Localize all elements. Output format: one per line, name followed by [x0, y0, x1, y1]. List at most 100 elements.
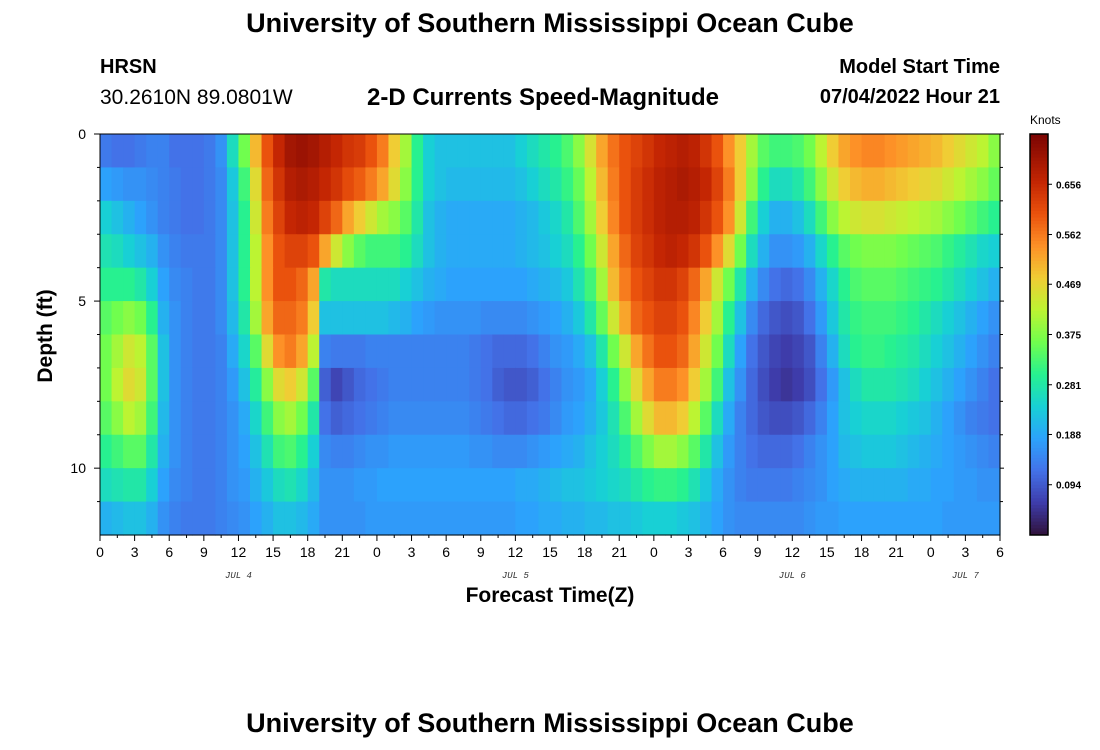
- heatmap-cell: [873, 434, 886, 469]
- colorbar-swatch: [1030, 401, 1048, 406]
- heatmap-cell: [203, 401, 216, 436]
- heatmap-cell: [838, 367, 851, 402]
- heatmap-cell: [965, 200, 978, 235]
- heatmap-cell: [469, 434, 482, 469]
- heatmap-cell: [896, 267, 909, 302]
- heatmap-cell: [250, 434, 263, 469]
- heatmap-cell: [826, 367, 840, 402]
- heatmap-cell: [123, 267, 136, 302]
- heatmap-cell: [261, 334, 274, 369]
- heatmap-cell: [446, 200, 459, 235]
- heatmap-cell: [780, 434, 793, 469]
- colorbar-swatch: [1030, 137, 1048, 142]
- heatmap-cell: [861, 301, 874, 336]
- heatmap-cell: [515, 301, 528, 336]
- heatmap-cell: [607, 134, 620, 169]
- heatmap-cell: [711, 468, 724, 503]
- colorbar-swatch: [1030, 174, 1048, 178]
- heatmap-cell: [988, 167, 1001, 202]
- heatmap-cell: [157, 401, 170, 436]
- heatmap-cell: [365, 301, 378, 336]
- heatmap-cell: [976, 468, 990, 503]
- heatmap-cell: [665, 167, 678, 202]
- heatmap-cell: [330, 134, 343, 169]
- heatmap-cell: [630, 434, 643, 469]
- heatmap-cell: [550, 367, 563, 402]
- colorbar-swatch: [1030, 317, 1048, 322]
- heatmap-cell: [734, 501, 747, 536]
- heatmap-cell: [642, 434, 655, 469]
- heatmap-cell: [573, 267, 586, 302]
- heatmap-cell: [134, 167, 147, 202]
- heatmap-cell: [688, 234, 701, 269]
- heatmap-cell: [423, 334, 436, 369]
- heatmap-cell: [976, 234, 990, 269]
- heatmap-cell: [607, 468, 620, 503]
- heatmap-cell: [838, 501, 851, 536]
- colorbar-swatch: [1030, 471, 1048, 476]
- heatmap-cell: [226, 167, 240, 202]
- heatmap-cell: [896, 468, 909, 503]
- heatmap-cell: [273, 267, 286, 302]
- heatmap-cell: [180, 234, 193, 269]
- heatmap-cell: [965, 267, 978, 302]
- heatmap-cell: [434, 267, 447, 302]
- heatmap-cell: [203, 200, 216, 235]
- heatmap-cell: [884, 134, 897, 169]
- heatmap-cell: [157, 301, 170, 336]
- heatmap-cell: [919, 401, 932, 436]
- heatmap-cell: [861, 334, 874, 369]
- heatmap-cell: [446, 234, 459, 269]
- heatmap-cell: [284, 267, 297, 302]
- heatmap-cell: [526, 301, 540, 336]
- heatmap-cell: [873, 401, 886, 436]
- heatmap-cell: [526, 468, 540, 503]
- heatmap-cell: [919, 134, 932, 169]
- heatmap-cell: [780, 334, 793, 369]
- heatmap-cell: [526, 200, 540, 235]
- colorbar-swatch: [1030, 244, 1048, 249]
- heatmap-cell: [700, 200, 713, 235]
- heatmap-cell: [653, 267, 666, 302]
- heatmap-cell: [676, 134, 690, 169]
- heatmap-cell: [538, 167, 551, 202]
- heatmap-cell: [815, 367, 828, 402]
- heatmap-cell: [134, 301, 147, 336]
- heatmap-cell: [873, 234, 886, 269]
- colorbar-swatch: [1030, 240, 1048, 245]
- heatmap-cell: [873, 200, 886, 235]
- colorbar-swatch: [1030, 488, 1048, 493]
- heatmap-cell: [192, 134, 205, 169]
- heatmap-cell: [411, 501, 424, 536]
- heatmap-cell: [111, 267, 124, 302]
- heatmap-cell: [434, 334, 447, 369]
- heatmap-cell: [850, 367, 863, 402]
- heatmap-cell: [792, 401, 805, 436]
- colorbar-swatch: [1030, 177, 1048, 182]
- heatmap-cell: [146, 468, 159, 503]
- heatmap-cell: [296, 501, 309, 536]
- heatmap-cell: [100, 267, 113, 302]
- heatmap-cell: [607, 401, 620, 436]
- colorbar-swatch: [1030, 461, 1048, 466]
- heatmap-cell: [180, 468, 193, 503]
- heatmap-cell: [653, 234, 666, 269]
- heatmap-cell: [607, 334, 620, 369]
- heatmap-cell: [215, 367, 228, 402]
- heatmap-cell: [353, 468, 366, 503]
- heatmap-cell: [550, 134, 563, 169]
- colorbar-units: Knots: [1030, 113, 1061, 127]
- heatmap-cell: [319, 200, 332, 235]
- heatmap-cell: [861, 468, 874, 503]
- heatmap-cell: [884, 301, 897, 336]
- heatmap-cell: [965, 334, 978, 369]
- heatmap-cell: [838, 200, 851, 235]
- heatmap-cell: [342, 468, 355, 503]
- heatmap-cell: [653, 501, 666, 536]
- heatmap-cell: [157, 134, 170, 169]
- heatmap-cell: [965, 301, 978, 336]
- heatmap-cell: [238, 134, 251, 169]
- heatmap-cell: [988, 234, 1001, 269]
- heatmap-cell: [942, 367, 955, 402]
- heatmap-cell: [400, 267, 413, 302]
